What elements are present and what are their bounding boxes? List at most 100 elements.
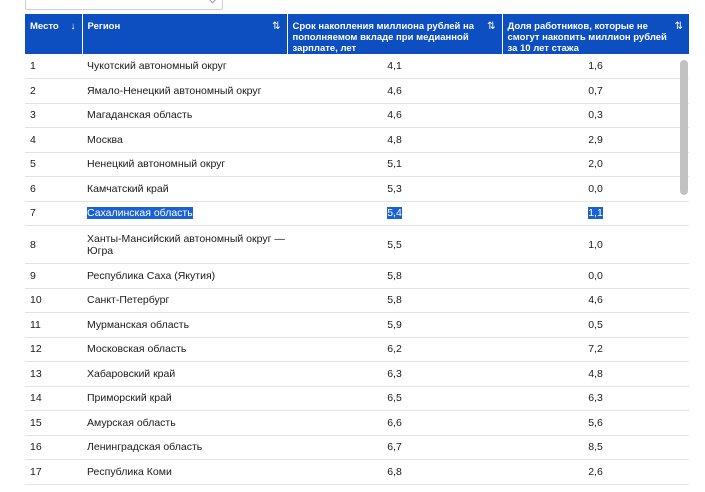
cell-years-text: 5,9 xyxy=(387,318,402,331)
cell-region: Мурманская область xyxy=(82,312,287,338)
cell-share-text: 2,6 xyxy=(588,465,603,478)
table-row[interactable]: 11 Мурманская область 5,9 0,5 xyxy=(25,312,689,338)
cell-years: 6,8 xyxy=(287,459,502,485)
sort-desc-icon[interactable]: ↓ xyxy=(70,21,76,32)
table-row[interactable]: 5 Ненецкий автономный округ 5,1 2,0 xyxy=(25,152,689,177)
cell-rank-text: 2 xyxy=(30,84,36,97)
sort-icon[interactable]: ⇅ xyxy=(272,21,281,32)
cell-share: 6,3 xyxy=(502,386,689,411)
cell-region-text: Хабаровский край xyxy=(87,367,176,380)
cell-region-text: Ленинградская область xyxy=(87,441,203,454)
ranking-table: Место ↓ Регион ⇅ Срок накопления миллион… xyxy=(25,14,689,492)
table-row[interactable]: 4 Москва 4,8 2,9 xyxy=(25,127,689,153)
cell-share: 0,7 xyxy=(502,78,689,104)
cell-years-text: 4,6 xyxy=(387,109,402,122)
column-header-share[interactable]: Доля работников, которые не смогут накоп… xyxy=(502,14,689,54)
cell-share: 4,8 xyxy=(502,361,689,387)
cell-years-text: 6,6 xyxy=(387,416,402,429)
cell-years: 4,1 xyxy=(287,54,502,79)
cell-region: Хабаровский край xyxy=(82,361,287,387)
cell-region: Ханты-Мансийский автономный округ — Югра xyxy=(82,225,287,264)
cell-share: 4,6 xyxy=(502,288,689,313)
chevron-down-icon[interactable] xyxy=(207,0,218,4)
cell-share: 0,3 xyxy=(502,103,689,128)
cell-years: 6,5 xyxy=(287,386,502,411)
column-header-region[interactable]: Регион ⇅ xyxy=(82,14,288,54)
cell-years-text: 6,3 xyxy=(387,367,402,380)
cell-share-text: 5,6 xyxy=(588,416,603,429)
cell-years: 4,6 xyxy=(287,103,502,128)
table-row[interactable]: 16 Ленинградская область 6,7 8,5 xyxy=(25,435,689,460)
cell-years-text: 4,8 xyxy=(387,133,402,146)
scrollbar-thumb[interactable] xyxy=(680,60,688,195)
cell-rank-text: 15 xyxy=(30,416,42,429)
cell-rank: 5 xyxy=(25,152,82,177)
table-row[interactable]: 8 Ханты-Мансийский автономный округ — Югр… xyxy=(25,225,689,264)
cell-region: Москва xyxy=(82,127,287,153)
cell-rank-text: 8 xyxy=(30,238,36,251)
cell-share-text: 8,5 xyxy=(588,441,603,454)
table-row[interactable]: 2 Ямало-Ненецкий автономный округ 4,6 0,7 xyxy=(25,78,689,104)
cell-region-text: Москва xyxy=(87,133,123,146)
cell-region: Сахалинская область xyxy=(82,201,287,226)
table-row[interactable]: 13 Хабаровский край 6,3 4,8 xyxy=(25,361,689,387)
cell-share: 2,9 xyxy=(502,127,689,153)
cell-years-text: 5,8 xyxy=(387,294,402,307)
cell-rank: 9 xyxy=(25,263,82,289)
table-row[interactable]: 14 Приморский край 6,5 6,3 xyxy=(25,386,689,411)
cell-years-text: 5,8 xyxy=(387,269,402,282)
table-row[interactable]: 9 Республика Саха (Якутия) 5,8 0,0 xyxy=(25,263,689,289)
cell-share-text: 1,1 xyxy=(588,207,603,220)
sort-icon[interactable]: ⇅ xyxy=(674,21,683,32)
cell-years-text: 6,7 xyxy=(387,441,402,454)
cell-rank-text: 16 xyxy=(30,441,42,454)
cell-share-text: 0,0 xyxy=(588,269,603,282)
cell-years-text: 5,5 xyxy=(387,238,402,251)
column-header-rank[interactable]: Место ↓ xyxy=(25,14,83,54)
cell-share: 0,0 xyxy=(502,176,689,202)
table-row[interactable]: 1 Чукотский автономный округ 4,1 1,6 xyxy=(25,54,689,79)
table-row[interactable]: 6 Камчатский край 5,3 0,0 xyxy=(25,176,689,202)
cell-share: 1,0 xyxy=(502,225,689,264)
cell-region-text: Республика Саха (Якутия) xyxy=(87,269,216,282)
column-header-rank-label: Место xyxy=(30,21,59,32)
cell-years-text: 5,1 xyxy=(387,158,402,171)
cell-region-text: Чукотский автономный округ xyxy=(87,60,227,72)
cell-rank: 17 xyxy=(25,459,82,485)
cell-share-text: 4,8 xyxy=(588,367,603,380)
cell-rank: 12 xyxy=(25,337,82,362)
column-header-years[interactable]: Срок накопления миллиона рублей на попол… xyxy=(287,14,503,54)
cell-share: 1,1 xyxy=(502,201,689,226)
search-input[interactable] xyxy=(25,0,223,10)
cell-rank-text: 12 xyxy=(30,343,42,356)
bottom-fade xyxy=(0,484,705,492)
cell-rank: 10 xyxy=(25,288,82,313)
cell-years-text: 6,8 xyxy=(387,465,402,478)
cell-years: 5,8 xyxy=(287,288,502,313)
cell-region: Амурская область xyxy=(82,410,287,436)
cell-region-text: Республика Коми xyxy=(87,465,172,478)
cell-years: 6,2 xyxy=(287,337,502,362)
cell-share: 2,6 xyxy=(502,459,689,485)
cell-region-text: Приморский край xyxy=(87,392,172,405)
cell-share: 0,0 xyxy=(502,263,689,289)
cell-years-text: 6,2 xyxy=(387,343,402,356)
cell-region-text: Камчатский край xyxy=(87,182,169,195)
table-row[interactable]: 7 Сахалинская область 5,4 1,1 xyxy=(25,201,689,226)
cell-rank: 6 xyxy=(25,176,82,202)
cell-rank-text: 6 xyxy=(30,182,36,195)
cell-rank-text: 7 xyxy=(30,207,36,220)
table-row[interactable]: 10 Санкт-Петербург 5,8 4,6 xyxy=(25,288,689,313)
table-row[interactable]: 17 Республика Коми 6,8 2,6 xyxy=(25,459,689,485)
cell-region-text: Ненецкий автономный округ xyxy=(87,158,226,171)
cell-rank: 16 xyxy=(25,435,82,460)
cell-share-text: 0,3 xyxy=(588,109,603,122)
cell-share-text: 4,6 xyxy=(588,294,603,307)
cell-rank-text: 10 xyxy=(30,294,42,307)
cell-years: 5,8 xyxy=(287,263,502,289)
cell-region: Приморский край xyxy=(82,386,287,411)
table-row[interactable]: 12 Московская область 6,2 7,2 xyxy=(25,337,689,362)
sort-icon[interactable]: ⇅ xyxy=(487,21,496,32)
table-row[interactable]: 3 Магаданская область 4,6 0,3 xyxy=(25,103,689,128)
table-row[interactable]: 15 Амурская область 6,6 5,6 xyxy=(25,410,689,436)
